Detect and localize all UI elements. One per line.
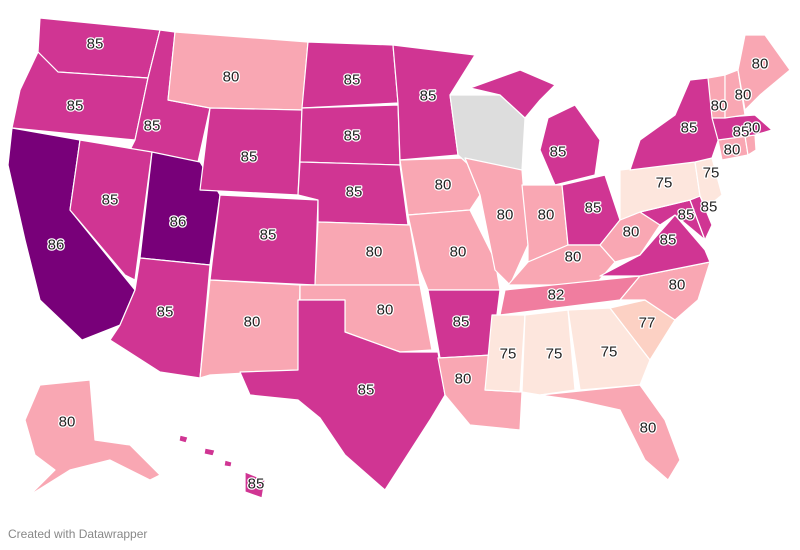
label-NH: 80 <box>735 87 752 104</box>
state-MI[interactable] <box>469 69 601 186</box>
label-WA: 85 <box>87 36 104 53</box>
label-VA: 85 <box>660 232 677 249</box>
label-MS: 75 <box>500 346 517 363</box>
label-OR: 85 <box>67 98 84 115</box>
state-AZ[interactable] <box>109 257 211 379</box>
label-NC: 80 <box>669 277 686 294</box>
label-CO: 85 <box>260 227 277 244</box>
state-NY[interactable] <box>629 77 721 171</box>
label-MO: 80 <box>450 244 467 261</box>
label-IA: 80 <box>435 177 452 194</box>
label-TX: 85 <box>358 382 375 399</box>
label-MI: 85 <box>550 144 567 161</box>
label-NE: 85 <box>346 184 363 201</box>
label-MN: 85 <box>420 88 437 105</box>
label-CA: 86 <box>48 237 65 254</box>
label-WV: 80 <box>623 224 640 241</box>
label-RI: 80 <box>744 120 761 137</box>
state-IA[interactable] <box>399 157 481 216</box>
label-VT: 80 <box>711 98 728 115</box>
state-TX[interactable] <box>239 299 446 491</box>
label-UT: 86 <box>170 214 187 231</box>
label-SC: 77 <box>639 315 656 332</box>
label-IN: 80 <box>538 207 555 224</box>
label-IL: 80 <box>497 207 514 224</box>
state-AL[interactable] <box>521 309 576 396</box>
label-NY: 85 <box>681 120 698 137</box>
label-AK: 80 <box>59 414 76 431</box>
label-CT: 80 <box>724 142 741 159</box>
state-NV[interactable] <box>69 139 153 281</box>
label-KY: 80 <box>565 249 582 266</box>
label-LA: 80 <box>455 371 472 388</box>
label-KS: 80 <box>366 244 383 261</box>
label-MA: 85 <box>733 124 750 141</box>
label-NJ: 75 <box>703 165 720 182</box>
state-HI[interactable] <box>178 434 266 499</box>
label-NM: 80 <box>244 314 261 331</box>
state-ME[interactable] <box>737 34 791 111</box>
label-ND: 85 <box>344 72 361 89</box>
label-PA: 75 <box>656 175 673 192</box>
state-NH[interactable] <box>724 69 746 119</box>
label-NV: 85 <box>102 192 119 209</box>
label-HI: 85 <box>248 476 265 493</box>
label-GA: 75 <box>601 344 618 361</box>
label-WY: 85 <box>241 149 258 166</box>
state-MS[interactable] <box>484 314 526 393</box>
label-OH: 85 <box>585 200 602 217</box>
label-SD: 85 <box>344 128 361 145</box>
label-OK: 80 <box>377 302 394 319</box>
state-GA[interactable] <box>567 307 651 391</box>
label-AZ: 85 <box>157 304 174 321</box>
label-FL: 80 <box>640 420 657 437</box>
datawrapper-credit: Created with Datawrapper <box>8 527 148 541</box>
label-ME: 80 <box>752 56 769 73</box>
state-UT[interactable] <box>139 151 221 266</box>
label-ID: 85 <box>144 118 161 135</box>
state-MA[interactable] <box>711 114 773 141</box>
label-AR: 85 <box>453 314 470 331</box>
state-AK[interactable] <box>24 379 161 496</box>
label-MD: 85 <box>678 207 695 224</box>
state-FL[interactable] <box>539 384 681 481</box>
label-AL: 75 <box>546 346 563 363</box>
label-MT: 80 <box>223 69 240 86</box>
label-TN: 82 <box>548 287 565 304</box>
label-DE: 85 <box>701 199 718 216</box>
